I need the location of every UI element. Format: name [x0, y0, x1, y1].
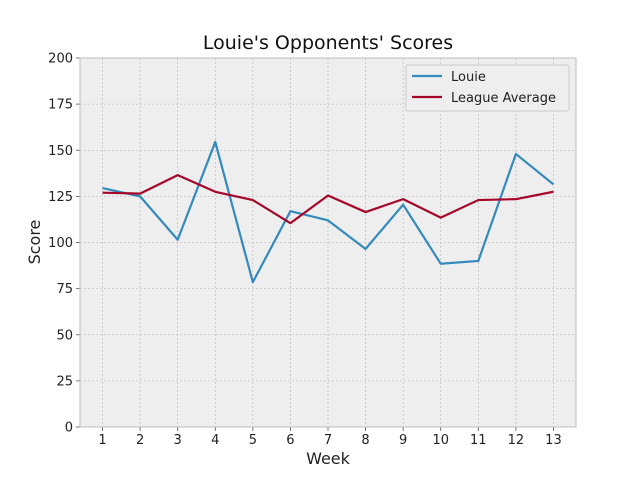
y-axis-label: Score [25, 220, 44, 265]
x-tick-label: 5 [249, 433, 257, 448]
x-tick-label: 7 [324, 433, 332, 448]
chart-title: Louie's Opponents' Scores [203, 32, 453, 54]
x-axis-label: Week [306, 449, 351, 468]
x-tick-label: 9 [399, 433, 407, 448]
y-tick-label: 100 [48, 236, 73, 251]
y-tick-label: 175 [48, 98, 73, 113]
legend-box [405, 64, 570, 112]
series-line-league-average [102, 174, 554, 225]
x-tick-label: 2 [136, 433, 144, 448]
legend: Louie League Average [405, 64, 570, 112]
y-tick-label: 200 [48, 52, 73, 67]
x-tick-label: 12 [508, 433, 525, 448]
y-tick-label: 50 [56, 328, 73, 343]
y-tick-label: 125 [48, 190, 73, 205]
y-tick-label: 25 [56, 374, 73, 389]
series-lines [102, 140, 555, 284]
legend-label-louie: Louie [451, 70, 486, 85]
series-line-louie [102, 140, 555, 284]
x-tick-label: 6 [286, 433, 294, 448]
y-tick-label: 150 [48, 144, 73, 159]
x-tick-label: 13 [545, 433, 562, 448]
y-tick-label: 0 [65, 421, 73, 436]
y-tick-label: 75 [56, 282, 73, 297]
x-tick-label: 11 [470, 433, 487, 448]
x-tick-label: 3 [174, 433, 182, 448]
x-tick-label: 4 [211, 433, 219, 448]
plot-frame [79, 57, 577, 428]
x-tick-label: 10 [432, 433, 449, 448]
legend-label-league-average: League Average [451, 91, 556, 106]
x-tick-label: 1 [98, 433, 106, 448]
x-tick-label: 8 [361, 433, 369, 448]
